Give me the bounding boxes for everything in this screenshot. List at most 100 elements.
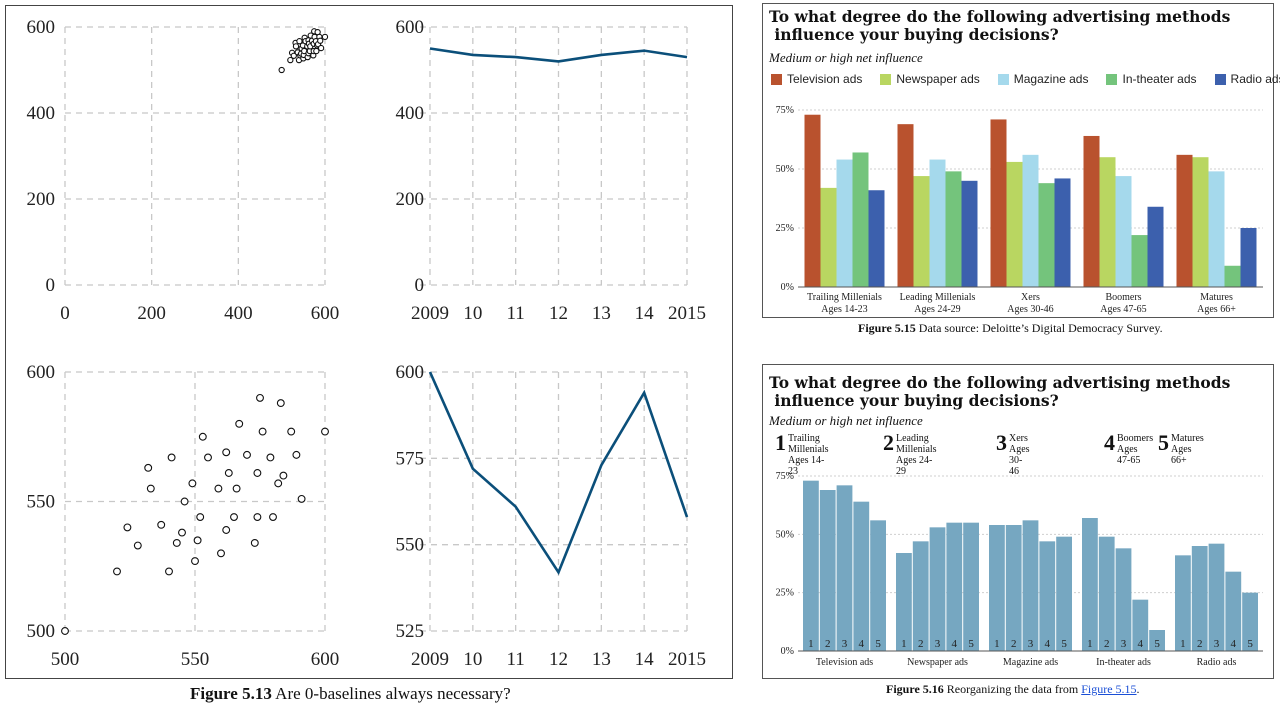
data-point [167,453,176,462]
data-point [123,523,132,532]
y-tick-label: 25% [776,223,794,234]
legend-label: In-theater ads [1122,72,1197,86]
data-point [196,513,205,521]
bar [1131,235,1148,287]
data-point [222,526,231,534]
x-tick-label: 2009 [411,303,449,324]
data-point [217,549,225,558]
y-tick-label: 550 [27,492,56,513]
group-ages: Ages 30-46 [1009,444,1030,477]
bar-index-label: 2 [918,638,924,650]
x-tick-label: 600 [311,649,340,670]
y-tick-label: 0% [781,646,794,657]
caption-text: Data source: Deloitte’s Digital Democrac… [915,321,1163,335]
group-label: Leading Millenials Ages 24-29 [896,433,937,477]
x-tick-label: 13 [592,303,611,324]
group-key-item: 2 Leading Millenials Ages 24-29 [883,432,937,478]
bar [1175,555,1191,651]
legend-swatch [997,73,1009,85]
data-point [266,453,275,462]
data-point [204,453,212,462]
category-sublabel: Ages 66+ [1197,304,1236,315]
bar [1192,157,1209,287]
bar-index-label: 3 [1028,638,1034,650]
group-name: Matures [1171,433,1204,444]
bar [836,159,853,287]
x-tick-label: 13 [592,649,611,670]
bar [1115,176,1132,287]
data-point [235,419,244,428]
chart-subtitle: Medium or high net influence [769,413,923,428]
data-point [253,469,262,477]
bar [1225,571,1242,651]
category-label: Leading Millenials [900,292,976,303]
data-point [313,47,320,55]
legend-swatch [880,73,892,85]
title-line-1: To what degree do the following advertis… [769,7,1231,26]
bar [1005,525,1022,651]
legend-item: Radio ads [1214,72,1280,86]
category-label: Magazine ads [1003,657,1058,668]
group-number: 1 [775,430,786,455]
data-point [258,427,267,436]
bar-index-label: 4 [952,638,958,650]
caption-label: Figure 5.13 [190,684,272,703]
data-point [144,463,153,472]
category-label: Boomers [1105,292,1141,303]
bar-index-label: 1 [1087,638,1093,650]
bar [868,190,885,287]
bar-index-label: 4 [859,638,865,650]
y-tick-label: 600 [27,362,56,383]
y-tick-label: 200 [396,189,425,210]
data-point [317,44,325,52]
bar [1022,154,1039,287]
bar [1208,543,1225,651]
bar [1083,135,1100,287]
bar [1240,228,1257,287]
data-point [321,427,329,436]
figure-link[interactable]: Figure 5.15 [1081,682,1137,696]
bar-index-label: 1 [808,638,814,650]
y-tick-label: 75% [776,105,794,116]
bar [803,480,819,651]
data-point [287,56,294,64]
category-label: Television ads [816,657,873,668]
category-sublabel: Ages 30-46 [1007,304,1053,315]
y-tick-label: 400 [27,103,56,124]
bar [929,527,946,651]
data-point [292,43,300,50]
x-tick-label: 600 [311,303,340,324]
x-tick-label: 550 [181,649,210,670]
data-point [287,427,296,436]
y-tick-label: 575 [396,448,425,469]
bar [946,522,963,651]
bar-index-label: 2 [1197,638,1203,650]
data-point [256,393,264,402]
bar-index-label: 2 [825,638,831,650]
data-point [278,66,285,74]
bar [912,541,929,651]
data-point [274,479,283,488]
bar [1054,178,1071,287]
data-point [178,528,186,537]
legend-item: Magazine ads [997,72,1088,86]
bar [1132,599,1149,651]
bar [853,501,870,651]
y-tick-label: 500 [27,621,56,642]
bar-index-label: 2 [1011,638,1017,650]
chart-title: To what degree do the following advertis… [769,374,1230,410]
group-key-item: 5 Matures Ages 66+ [1158,432,1204,467]
legend-swatch [1214,73,1226,85]
figure-5-16-caption: Figure 5.16 Reorganizing the data from F… [886,682,1140,697]
bar [897,124,914,287]
caption-end: . [1136,682,1140,696]
y-tick-label: 600 [27,17,56,38]
bar-index-label: 3 [1121,638,1127,650]
data-point [279,471,288,480]
bar [1098,536,1115,651]
x-tick-label: 2015 [668,649,706,670]
bar [1208,171,1225,287]
data-point [165,567,173,576]
bar [1242,592,1258,651]
group-label: Matures Ages 66+ [1171,433,1204,466]
